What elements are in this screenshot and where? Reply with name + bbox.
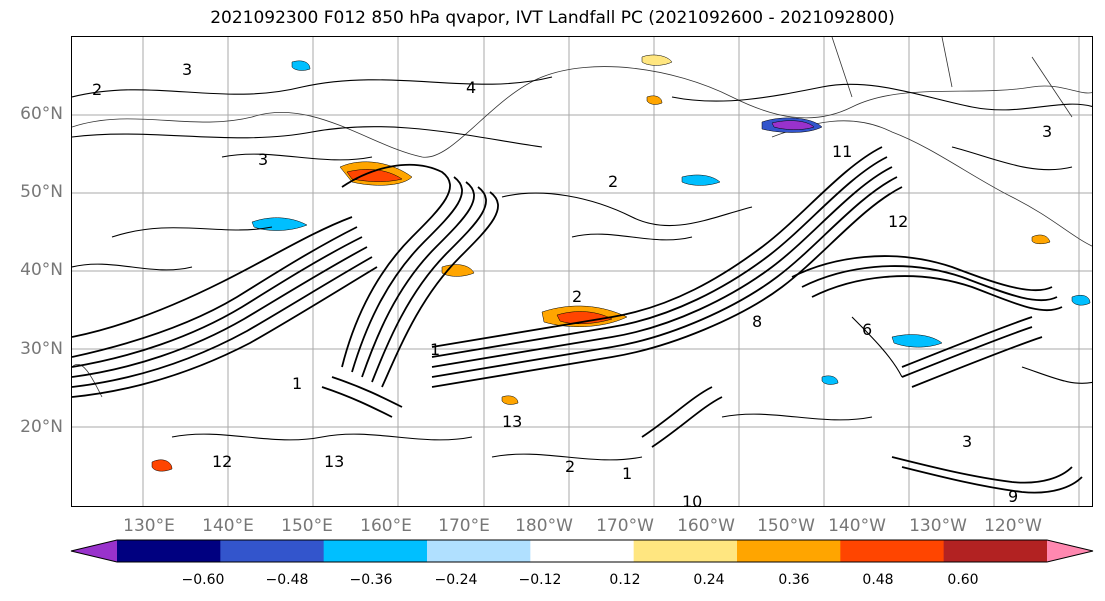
colorbar-segment <box>633 540 738 562</box>
lat-label-50n: 50°N <box>20 182 63 202</box>
colorbar-tick-label: 0.60 <box>947 572 979 588</box>
contour-label: 10 <box>682 492 702 507</box>
contour-label: 3 <box>962 432 972 451</box>
colorbar-segment <box>117 540 221 562</box>
colorbar-tick-label: −0.60 <box>181 572 225 588</box>
lon-label-130w: 130°W <box>909 516 967 536</box>
colorbar-tick-label: −0.12 <box>518 572 562 588</box>
colorbar-segments <box>70 539 1094 563</box>
colorbar-tick-label: −0.48 <box>265 572 309 588</box>
colorbar-extend-right <box>1047 540 1093 562</box>
lon-label-160w: 160°W <box>677 516 735 536</box>
contour-label: 2 <box>572 287 582 306</box>
contour-label: 9 <box>1008 487 1018 506</box>
colorbar-tick-label: −0.24 <box>434 572 478 588</box>
lon-label-150e: 150°E <box>281 516 333 536</box>
shading-patches <box>151 54 1091 472</box>
map-panel: 3 4 2 3 3 2 2 1 1 13 12 13 1 2 3 6 8 9 1… <box>71 36 1093 507</box>
contour-label: 2 <box>565 457 575 476</box>
colorbar-tick-label: 0.48 <box>862 572 894 588</box>
colorbar-segment <box>943 540 1048 562</box>
contour-label: 11 <box>832 142 852 161</box>
lon-label-130e: 130°E <box>123 516 175 536</box>
colorbar-tick-label: 0.24 <box>693 572 725 588</box>
coastlines <box>72 37 1092 398</box>
colorbar-segment <box>323 540 428 562</box>
contour-label: 12 <box>888 212 908 231</box>
colorbar-segment <box>737 540 841 562</box>
lat-label-40n: 40°N <box>20 260 63 280</box>
lat-label-30n: 30°N <box>20 339 63 359</box>
lon-label-150w: 150°W <box>757 516 815 536</box>
contour-label: 13 <box>502 412 522 431</box>
lon-label-140w: 140°W <box>828 516 886 536</box>
lon-label-180w: 180°W <box>515 516 573 536</box>
contour-label: 4 <box>466 78 476 97</box>
colorbar-tick-label: 0.12 <box>609 572 641 588</box>
colorbar-extend-left <box>71 540 117 562</box>
contour-label: 3 <box>182 60 192 79</box>
contour-label-group: 3 4 2 3 3 2 2 1 1 13 12 13 1 2 3 6 8 9 1… <box>92 60 1052 507</box>
contour-label: 6 <box>862 320 872 339</box>
thin-contours <box>72 76 1092 461</box>
lon-label-170e: 170°E <box>438 516 490 536</box>
contour-label: 1 <box>430 340 440 359</box>
colorbar-tick-label: −0.36 <box>349 572 393 588</box>
colorbar-segment <box>427 540 531 562</box>
contour-label: 12 <box>212 452 232 471</box>
contour-label: 1 <box>622 464 632 483</box>
lon-label-170w: 170°W <box>596 516 654 536</box>
colorbar-segment <box>220 540 325 562</box>
lat-label-60n: 60°N <box>20 104 63 124</box>
colorbar-tick-label: 0.36 <box>778 572 810 588</box>
contour-label: 13 <box>324 452 344 471</box>
contour-label: 2 <box>92 80 102 99</box>
colorbar-outline <box>70 539 1094 563</box>
contour-label: 8 <box>752 312 762 331</box>
colorbar-segment <box>530 540 635 562</box>
contour-label: 3 <box>258 150 268 169</box>
lon-label-140e: 140°E <box>202 516 254 536</box>
contour-label: 1 <box>292 374 302 393</box>
contour-label: 2 <box>608 172 618 191</box>
gridlines <box>72 37 1092 506</box>
map-title: 2021092300 F012 850 hPa qvapor, IVT Land… <box>210 8 895 28</box>
lon-label-160e: 160°E <box>360 516 412 536</box>
ivt-contours <box>72 146 1083 494</box>
lon-label-120w: 120°W <box>984 516 1042 536</box>
colorbar-segment <box>840 540 945 562</box>
contour-label: 3 <box>1042 122 1052 141</box>
map-canvas: 3 4 2 3 3 2 2 1 1 13 12 13 1 2 3 6 8 9 1… <box>72 37 1092 507</box>
lat-label-20n: 20°N <box>20 417 63 437</box>
